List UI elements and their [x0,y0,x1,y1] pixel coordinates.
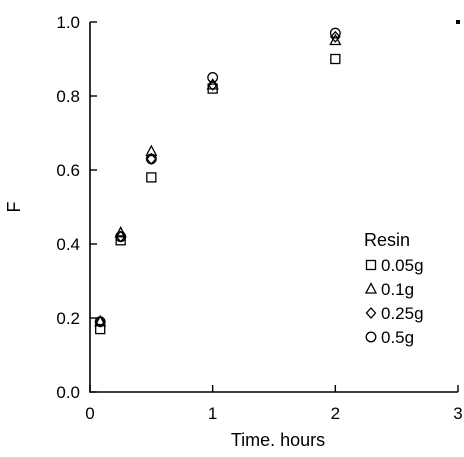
legend-title: Resin [364,230,410,250]
y-tick-label: 0.4 [56,235,80,254]
x-tick-label: 3 [453,404,462,423]
legend-label: 0.5g [381,328,414,347]
series-0.05g [95,53,341,335]
data-point [206,78,219,90]
data-point [95,323,106,335]
data-point [207,78,219,91]
data-point [330,53,341,65]
data-point [94,314,107,327]
x-tick-label: 0 [85,404,94,423]
data-point [146,172,157,183]
data-point [94,316,106,328]
legend-item: 0.25g [365,304,424,323]
legend-marker [365,259,377,271]
legend-label: 0.25g [381,304,424,323]
data-point [145,144,158,157]
legend-label: 0.05g [381,256,424,275]
y-tick-label: 0.2 [56,309,80,328]
legend-item: 0.05g [365,256,424,275]
data-point [145,153,157,165]
y-tick-label: 0.6 [56,161,80,180]
data-point [329,27,341,39]
series-0.5g [94,27,341,328]
y-tick-label: 0.8 [56,87,80,106]
legend-marker [365,331,377,343]
x-tick-label: 2 [331,404,340,423]
y-tick-label: 0.0 [56,383,80,402]
plot-corner-mark [456,20,460,24]
x-axis-label: Time. hours [231,430,325,450]
data-point [115,231,127,243]
data-point [329,30,341,43]
data-point [115,235,126,246]
y-axis-label: F [4,202,24,213]
y-axis-ticks: 0.0 0.2 0.4 0.6 0.8 1.0 [56,13,97,402]
x-axis-ticks: 0 1 2 3 [85,385,463,423]
legend-item: 0.5g [365,328,414,347]
data-point [207,72,219,83]
legend-marker [365,307,377,319]
legend-item: 0.1g [364,280,414,299]
data-points [94,27,342,335]
legend: Resin 0.05g 0.1g 0.25g 0.5g [364,230,424,347]
legend-marker [364,282,378,294]
y-tick-label: 1.0 [56,13,80,32]
x-tick-label: 1 [208,404,217,423]
legend-label: 0.1g [381,280,414,299]
